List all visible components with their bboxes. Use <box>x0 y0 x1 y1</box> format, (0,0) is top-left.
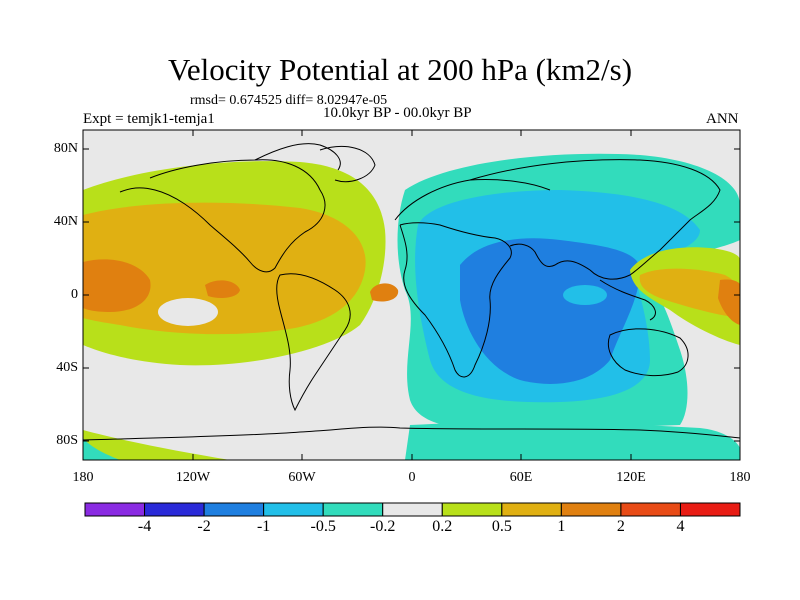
colorbar-swatch <box>144 502 205 517</box>
colorbar-swatch <box>263 502 324 517</box>
colorbar-swatch <box>203 502 265 517</box>
lon-label-120w: 120W <box>175 470 211 485</box>
colorbar <box>84 502 741 517</box>
colorbar-swatch <box>560 502 622 517</box>
lat-label-0: 0 <box>71 287 78 302</box>
colorbar-swatch <box>501 502 562 517</box>
negative-region-antarctic-west <box>83 438 120 460</box>
colorbar-label: 0.5 <box>491 518 512 535</box>
experiment-label: Expt = temjk1-temja1 <box>83 111 215 127</box>
lon-label-180w: 180 <box>72 470 94 485</box>
colorbar-label: -1 <box>256 518 271 535</box>
lon-label-60w: 60W <box>288 470 316 485</box>
colorbar-swatch <box>382 502 443 517</box>
map-title: Velocity Potential at 200 hPa (km2/s) <box>167 52 633 87</box>
lon-label-60e: 60E <box>509 470 533 485</box>
period-label: 10.0kyr BP - 00.0kyr BP <box>323 105 472 121</box>
positive-region-2-atlantic <box>370 283 399 302</box>
season-label: ANN <box>706 111 739 127</box>
lon-label-0: 0 <box>408 470 416 485</box>
neutral-spot-pacific <box>158 298 218 326</box>
map-plot-area <box>83 130 740 460</box>
colorbar-swatch <box>84 502 146 517</box>
positive-region-2-wpac <box>718 279 740 325</box>
negative-spot-indonesia <box>563 285 607 305</box>
colorbar-label: 1 <box>557 518 566 535</box>
colorbar-label: -0.5 <box>310 518 336 535</box>
positive-region-2-samerica <box>205 280 240 298</box>
lon-ticks <box>192 130 632 460</box>
colorbar-label: -4 <box>137 518 152 535</box>
positive-region-2-pacific <box>83 259 151 312</box>
lat-label-40s: 40S <box>56 360 78 375</box>
positive-region-1-wpac <box>639 268 740 318</box>
colorbar-swatch <box>441 502 503 517</box>
lon-label-120e: 120E <box>616 470 646 485</box>
lat-label-80n: 80N <box>53 141 78 156</box>
colorbar-label: 0.2 <box>432 518 453 535</box>
colorbar-label: -0.2 <box>370 518 396 535</box>
coastlines <box>83 143 740 441</box>
colorbar-label: -2 <box>197 518 211 535</box>
lon-label-180e: 180 <box>729 470 751 485</box>
negative-region-antarctic <box>405 422 740 460</box>
lat-label-40n: 40N <box>53 214 78 229</box>
stats-text: rmsd= 0.674525 diff= 8.02947e-05 <box>190 93 388 108</box>
lat-ticks <box>83 148 740 442</box>
colorbar-label: 4 <box>676 518 685 535</box>
colorbar-swatch <box>322 502 384 517</box>
colorbar-swatch <box>679 502 741 517</box>
colorbar-swatch <box>620 502 681 517</box>
positive-region-05-south <box>83 430 230 460</box>
colorbar-label: 2 <box>616 518 625 535</box>
lat-label-80s: 80S <box>56 433 78 448</box>
positive-region-1 <box>83 202 366 335</box>
